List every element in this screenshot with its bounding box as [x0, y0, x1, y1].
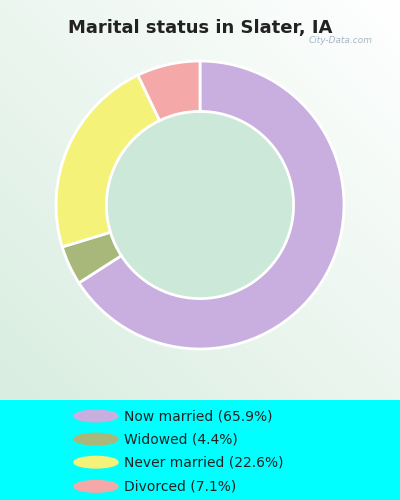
Wedge shape — [62, 232, 121, 283]
Wedge shape — [138, 61, 200, 120]
Text: Widowed (4.4%): Widowed (4.4%) — [124, 432, 238, 446]
Text: Divorced (7.1%): Divorced (7.1%) — [124, 480, 236, 494]
Wedge shape — [79, 61, 344, 349]
Circle shape — [74, 480, 118, 492]
Circle shape — [74, 410, 118, 422]
Circle shape — [74, 434, 118, 445]
Text: Never married (22.6%): Never married (22.6%) — [124, 455, 284, 469]
Text: City-Data.com: City-Data.com — [309, 36, 373, 45]
Circle shape — [108, 113, 292, 297]
Text: Marital status in Slater, IA: Marital status in Slater, IA — [68, 18, 332, 36]
Wedge shape — [56, 75, 160, 247]
Text: Now married (65.9%): Now married (65.9%) — [124, 409, 272, 423]
Circle shape — [74, 456, 118, 468]
